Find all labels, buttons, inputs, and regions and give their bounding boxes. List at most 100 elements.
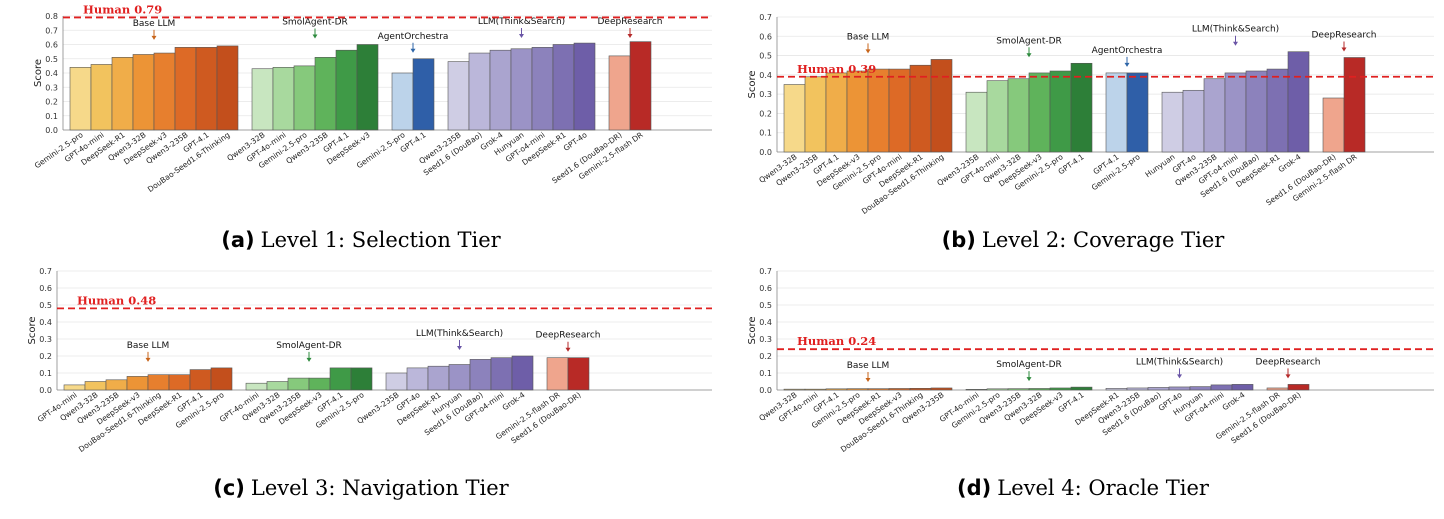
caption-b-text: Level 2: Coverage Tier xyxy=(981,228,1225,252)
y-tick-label: 0.3 xyxy=(45,83,58,92)
x-tick-label: Grok-4 xyxy=(1277,152,1303,174)
chart-c-svg: 0.00.10.20.30.40.50.60.7ScoreGPT-4o-mini… xyxy=(27,267,712,454)
bar xyxy=(1105,72,1128,153)
group-label: SmolAgent-DR xyxy=(282,18,348,28)
bar xyxy=(783,388,806,391)
y-tick-label: 0.2 xyxy=(39,352,52,361)
bar xyxy=(825,388,848,391)
y-tick-label: 0.5 xyxy=(45,55,58,64)
group-arrow-head xyxy=(519,34,524,38)
bar xyxy=(909,388,932,391)
bar xyxy=(546,357,569,391)
caption-a-text: Level 1: Selection Tier xyxy=(260,228,501,252)
group-label: SmolAgent-DR xyxy=(276,341,342,351)
bar xyxy=(314,57,337,131)
x-tick-label: Grok-4 xyxy=(501,390,527,412)
human-baseline-label: Human 0.48 xyxy=(77,293,156,307)
bar xyxy=(909,64,932,153)
bar xyxy=(1266,68,1289,153)
y-tick-label: 0.2 xyxy=(759,109,772,118)
group-arrow-head xyxy=(151,35,157,40)
bar xyxy=(251,68,274,131)
bar xyxy=(1126,387,1149,391)
bar xyxy=(489,49,512,131)
bar xyxy=(1224,72,1247,153)
group-label: Base LLM xyxy=(847,32,890,42)
y-axis-label: Score xyxy=(747,70,758,98)
group-arrow-head xyxy=(565,347,571,352)
chart-d-svg: 0.00.10.20.30.40.50.60.7ScoreQwen3-32BGP… xyxy=(747,267,1434,454)
bar xyxy=(511,355,534,391)
bar xyxy=(567,357,590,391)
bar xyxy=(174,47,197,131)
bar xyxy=(272,67,295,131)
bar xyxy=(335,49,358,131)
y-tick-label: 0.1 xyxy=(759,129,772,138)
group-label: AgentOrchestra xyxy=(1092,46,1163,56)
human-baseline-label: Human 0.79 xyxy=(83,2,162,16)
bar xyxy=(629,41,652,131)
y-tick-label: 0.6 xyxy=(39,284,52,293)
bar xyxy=(266,381,289,391)
bar xyxy=(510,48,533,131)
bar xyxy=(385,372,408,391)
y-tick-label: 0.6 xyxy=(759,284,772,293)
group-arrow-head xyxy=(1285,374,1291,379)
bar xyxy=(189,369,212,391)
bar xyxy=(965,91,988,153)
bar xyxy=(90,64,113,131)
bar xyxy=(63,384,86,391)
group-arrow-head xyxy=(1026,53,1032,58)
group-label: SmolAgent-DR xyxy=(996,36,1062,46)
y-tick-label: 0.0 xyxy=(759,148,772,157)
bar xyxy=(1287,51,1310,153)
group-arrow-head xyxy=(306,357,312,362)
bar xyxy=(412,58,435,131)
chart-panel-b: 0.0 0.1 0.2 0.3 0.4 0.5 0.6 0.7 Score Qwen3-32B Qw… xyxy=(722,0,1444,222)
bar xyxy=(406,367,429,391)
bar xyxy=(825,72,848,153)
caption-c-text: Level 3: Navigation Tier xyxy=(250,476,509,500)
group-label: AgentOrchestra xyxy=(378,32,449,42)
y-tick-label: 0.1 xyxy=(39,369,52,378)
y-tick-label: 0.6 xyxy=(45,41,58,50)
y-tick-label: 0.2 xyxy=(45,98,58,107)
chart-panel-a: 0.0 0.1 0.2 0.3 0.4 0.5 0.6 0.7 0.8 Score Gemini-2… xyxy=(0,0,722,222)
y-axis-label: Score xyxy=(33,59,44,87)
caption-c: (c) Level 3: Navigation Tier xyxy=(0,476,722,500)
bar xyxy=(1182,89,1205,153)
bar xyxy=(308,377,331,391)
bar xyxy=(293,65,316,131)
group-arrow-head xyxy=(457,346,462,350)
bar xyxy=(245,382,268,391)
human-baseline-label: Human 0.39 xyxy=(797,62,876,76)
group-arrow-head xyxy=(1341,47,1347,52)
caption-b: (b) Level 2: Coverage Tier xyxy=(722,228,1444,252)
bar xyxy=(1245,70,1268,153)
group-label: DeepResearch xyxy=(1256,357,1321,367)
bar xyxy=(1287,384,1310,391)
chart-b-svg: 0.00.10.20.30.40.50.60.7ScoreQwen3-32BQw… xyxy=(747,13,1434,216)
bar xyxy=(783,84,806,153)
bar xyxy=(846,70,869,153)
bar xyxy=(1203,78,1226,153)
bar xyxy=(986,80,1009,153)
bar xyxy=(84,381,107,391)
group-arrow-head xyxy=(1233,41,1238,46)
bar xyxy=(391,72,414,131)
y-tick-label: 0.1 xyxy=(759,369,772,378)
chart-panel-c: 0.0 0.1 0.2 0.3 0.4 0.5 0.6 0.7 Score GPT-4o-mini… xyxy=(0,262,722,474)
y-tick-label: 0.5 xyxy=(759,301,772,310)
chart-a-svg: 0.00.10.20.30.40.50.60.70.8ScoreGemini-2… xyxy=(33,2,712,194)
bar xyxy=(846,388,869,391)
bar xyxy=(1161,91,1184,153)
group-arrow-head xyxy=(410,48,416,53)
bar xyxy=(287,377,310,391)
caption-d-text: Level 4: Oracle Tier xyxy=(997,476,1209,500)
group-label: LLM(Think&Search) xyxy=(478,17,565,27)
group-arrow-head xyxy=(1026,377,1032,382)
bar xyxy=(965,389,988,391)
bar xyxy=(447,61,470,131)
bar xyxy=(1007,78,1030,153)
bar xyxy=(1231,384,1254,391)
